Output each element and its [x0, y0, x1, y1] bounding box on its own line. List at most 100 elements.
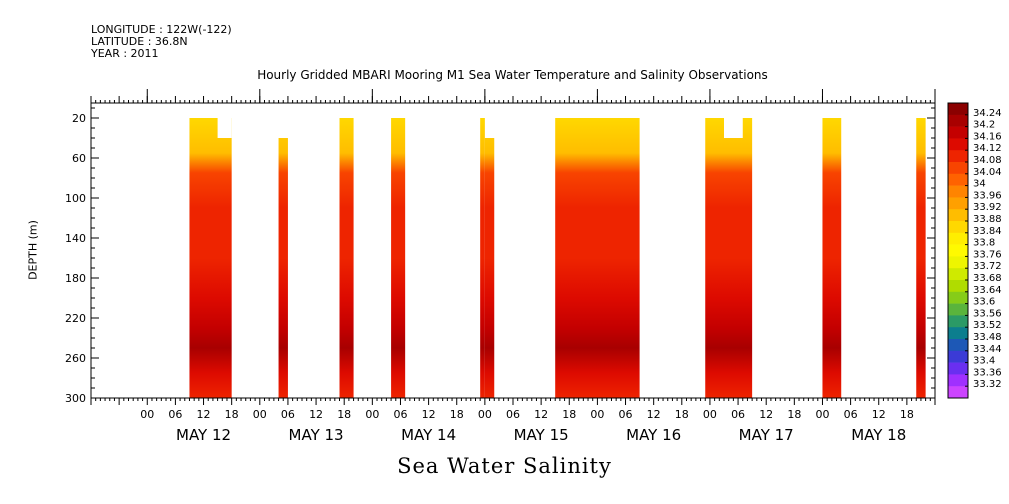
- x-tick-label: 18: [337, 408, 351, 421]
- colorbar-label: 33.84: [973, 226, 1002, 237]
- data-gap-8: [724, 117, 743, 138]
- latitude-label: LATITUDE : 36.8N: [91, 35, 188, 48]
- colorbar-band: [948, 327, 968, 340]
- x-day-label: MAY 15: [514, 426, 569, 444]
- colorbar-band: [948, 114, 968, 127]
- y-tick-label: 20: [72, 112, 86, 125]
- x-tick-label: 12: [309, 408, 323, 421]
- chart-title: Hourly Gridded MBARI Mooring M1 Sea Wate…: [257, 68, 768, 82]
- colorbar-band: [948, 350, 968, 363]
- x-tick-label: 18: [787, 408, 801, 421]
- x-tick-label: 00: [703, 408, 717, 421]
- x-tick-label: 06: [619, 408, 633, 421]
- colorbar-label: 34: [973, 179, 986, 190]
- colorbar-label: 33.52: [973, 320, 1002, 331]
- longitude-label: LONGITUDE : 122W(-122): [91, 23, 232, 36]
- y-tick-label: 300: [65, 392, 86, 405]
- colorbar-band: [948, 197, 968, 210]
- x-axis-label: Sea Water Salinity: [397, 454, 612, 478]
- data-segments: [189, 117, 926, 398]
- x-tick-label: 06: [731, 408, 745, 421]
- colorbar-label: 33.92: [973, 202, 1002, 213]
- colorbar-band: [948, 173, 968, 186]
- colorbar-label: 34.08: [973, 155, 1002, 166]
- colorbar-band: [948, 150, 968, 163]
- x-day-label: MAY 13: [289, 426, 344, 444]
- colorbar-band: [948, 232, 968, 245]
- data-segment-1: [189, 118, 232, 398]
- colorbar-label: 34.16: [973, 131, 1002, 142]
- data-segment-6: [484, 138, 495, 398]
- colorbar-band: [948, 303, 968, 316]
- colorbar-label: 33.68: [973, 273, 1002, 284]
- colorbar-label: 33.72: [973, 261, 1002, 272]
- colorbar-band: [948, 126, 968, 139]
- x-tick-label: 00: [590, 408, 604, 421]
- colorbar-band: [948, 185, 968, 198]
- data-segment-5: [480, 118, 485, 398]
- colorbar-label: 34.24: [973, 108, 1002, 119]
- x-tick-label: 18: [450, 408, 464, 421]
- x-tick-label: 06: [506, 408, 520, 421]
- x-tick-label: 06: [844, 408, 858, 421]
- x-tick-label: 12: [422, 408, 436, 421]
- x-day-label: MAY 17: [739, 426, 794, 444]
- colorbar-band: [948, 268, 968, 281]
- colorbar-label: 34.2: [973, 120, 995, 131]
- x-tick-label: 00: [253, 408, 267, 421]
- data-segment-8: [705, 118, 753, 398]
- data-segment-9: [822, 118, 842, 398]
- data-segment-3: [339, 118, 354, 398]
- colorbar-border: [947, 102, 969, 399]
- x-tick-label: 06: [168, 408, 182, 421]
- x-tick-label: 18: [900, 408, 914, 421]
- x-tick-label: 18: [562, 408, 576, 421]
- x-tick-label: 00: [815, 408, 829, 421]
- y-tick-label: 100: [65, 192, 86, 205]
- colorbar-label: 34.04: [973, 167, 1002, 178]
- colorbar-label: 33.44: [973, 344, 1002, 355]
- y-tick-label: 260: [65, 352, 86, 365]
- x-tick-label: 00: [478, 408, 492, 421]
- x-day-label: MAY 16: [626, 426, 681, 444]
- colorbar-band: [948, 291, 968, 304]
- colorbar-band: [948, 103, 968, 116]
- colorbar-label: 33.64: [973, 285, 1002, 296]
- colorbar-label: 33.6: [973, 297, 995, 308]
- x-tick-label: 00: [365, 408, 379, 421]
- colorbar-label: 33.96: [973, 190, 1002, 201]
- x-tick-label: 18: [675, 408, 689, 421]
- colorbar-band: [948, 362, 968, 375]
- colorbar-band: [948, 339, 968, 352]
- colorbar-band: [948, 244, 968, 257]
- x-day-label: MAY 18: [851, 426, 906, 444]
- data-segment-4: [391, 118, 406, 398]
- y-tick-label: 180: [65, 272, 86, 285]
- colorbar-band: [948, 374, 968, 387]
- x-tick-label: 06: [393, 408, 407, 421]
- x-day-label: MAY 14: [401, 426, 456, 444]
- data-segment-10: [916, 118, 926, 398]
- x-tick-label: 18: [225, 408, 239, 421]
- x-day-label: MAY 12: [176, 426, 231, 444]
- colorbar-band: [948, 315, 968, 328]
- data-segment-7: [555, 118, 640, 398]
- colorbar-label: 33.76: [973, 249, 1002, 260]
- colorbar-label: 33.32: [973, 379, 1002, 390]
- x-tick-label: 12: [534, 408, 548, 421]
- colorbar-label: 33.48: [973, 332, 1002, 343]
- x-tick-label: 12: [872, 408, 886, 421]
- y-tick-label: 220: [65, 312, 86, 325]
- y-tick-label: 140: [65, 232, 86, 245]
- data-segment-2: [278, 138, 288, 398]
- colorbar-label: 33.88: [973, 214, 1002, 225]
- colorbar-band: [948, 221, 968, 234]
- data-gap-1: [217, 117, 232, 138]
- x-tick-label: 12: [759, 408, 773, 421]
- colorbar-band: [948, 386, 968, 399]
- colorbar-band: [948, 280, 968, 293]
- colorbar-band: [948, 256, 968, 269]
- x-tick-label: 12: [197, 408, 211, 421]
- x-tick-label: 12: [647, 408, 661, 421]
